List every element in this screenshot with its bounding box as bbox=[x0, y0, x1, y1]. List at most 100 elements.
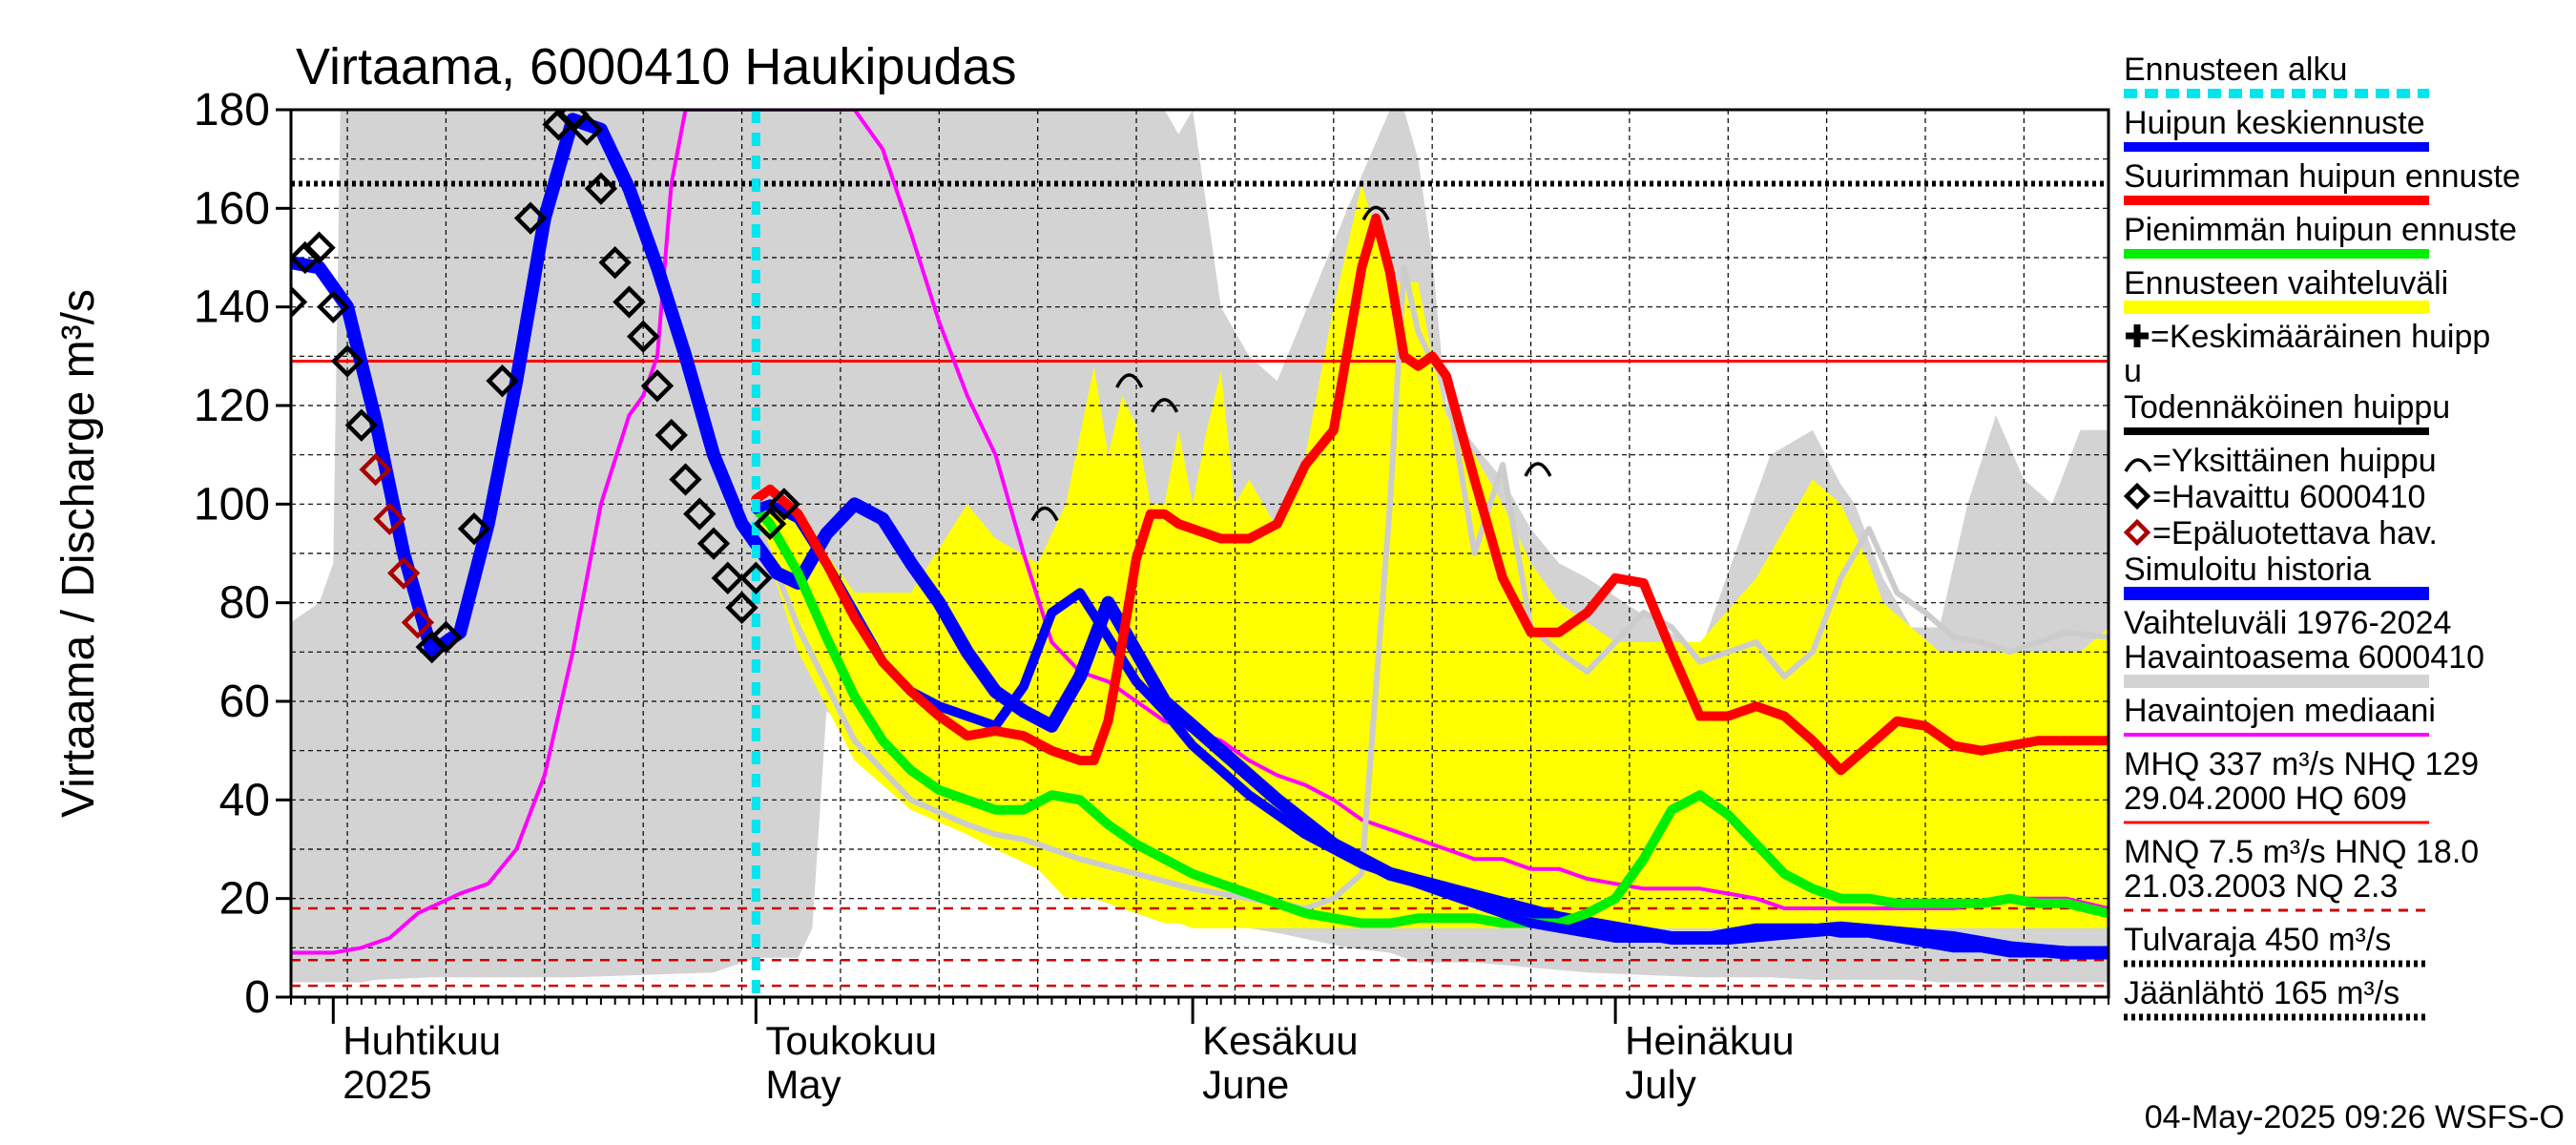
series-line bbox=[751, 504, 2109, 928]
legend-item: Jäänlähtö 165 m³/s bbox=[2124, 975, 2429, 1021]
chart-title: Virtaama, 6000410 Haukipudas bbox=[296, 38, 1017, 95]
legend-item: =Yksittäinen huippu bbox=[2124, 443, 2437, 479]
series-line bbox=[753, 264, 2109, 911]
legend-label: MNQ 7.5 m³/s HNQ 18.0 bbox=[2124, 834, 2479, 870]
month-sublabel: 2025 bbox=[343, 1062, 431, 1107]
y-tick-label: 140 bbox=[194, 282, 270, 333]
legend-item: MNQ 7.5 m³/s HNQ 18.021.03.2003 NQ 2.3 bbox=[2124, 834, 2479, 912]
y-tick-label: 120 bbox=[194, 381, 270, 431]
observed-point bbox=[613, 285, 646, 319]
observed-point bbox=[486, 364, 519, 398]
y-axis-label: Virtaama / Discharge m³/s bbox=[53, 289, 104, 818]
plot-frame bbox=[289, 108, 2110, 999]
observed-point bbox=[753, 507, 787, 541]
unreliable-point bbox=[359, 452, 392, 487]
observed-point bbox=[696, 527, 731, 560]
plot-area bbox=[289, 108, 2110, 999]
individual-peak-marker bbox=[1524, 462, 1552, 477]
legend-symbol bbox=[2126, 324, 2149, 347]
observed-point bbox=[654, 418, 688, 452]
month-sublabel: May bbox=[765, 1062, 841, 1107]
unreliable-point bbox=[373, 502, 406, 536]
legend-item: Ennusteen vaihteluväli bbox=[2124, 265, 2448, 314]
legend-item: Simuloitu historia bbox=[2124, 552, 2429, 600]
y-tick-label: 80 bbox=[219, 578, 270, 629]
observed-point bbox=[598, 245, 632, 280]
month-label: Toukokuu bbox=[765, 1018, 937, 1063]
legend-label: Vaihteluväli 1976-2024 bbox=[2124, 605, 2451, 641]
y-tick-label: 180 bbox=[194, 85, 270, 135]
observed-point bbox=[457, 511, 491, 546]
legend-label: Jäänlähtö 165 m³/s bbox=[2124, 975, 2399, 1011]
month-sublabel: June bbox=[1202, 1062, 1289, 1107]
legend-label: Havaintojen mediaani bbox=[2124, 693, 2436, 729]
unreliable-point bbox=[386, 556, 421, 590]
y-tick-label: 0 bbox=[244, 972, 270, 1023]
timestamp: 04-May-2025 09:26 WSFS-O bbox=[2145, 1099, 2565, 1135]
observed-point bbox=[683, 497, 717, 531]
observed-point bbox=[302, 231, 336, 264]
legend-item: =Havaittu 6000410 bbox=[2123, 479, 2425, 515]
legend-label: Pienimmän huipun ennuste bbox=[2124, 212, 2517, 248]
legend-item: Suurimman huipun ennuste bbox=[2124, 158, 2521, 205]
series-line bbox=[751, 499, 2109, 958]
observed-point bbox=[344, 408, 379, 442]
legend-label: =Keskimääräinen huipp bbox=[2150, 319, 2490, 355]
observed-point bbox=[767, 488, 801, 521]
legend-label: Ennusteen alku bbox=[2124, 52, 2347, 88]
individual-peak-marker bbox=[1030, 506, 1059, 522]
unreliable-point bbox=[401, 606, 435, 639]
forecast-range-area bbox=[756, 183, 2109, 928]
y-tick-label: 60 bbox=[219, 677, 270, 727]
observed-point bbox=[669, 463, 702, 496]
observed-point bbox=[725, 591, 758, 625]
month-label: Heinäkuu bbox=[1625, 1018, 1794, 1063]
month-sublabel: July bbox=[1625, 1062, 1696, 1107]
y-tick-label: 100 bbox=[194, 479, 270, 530]
series-line bbox=[751, 213, 2109, 776]
observed-point bbox=[330, 344, 364, 378]
legend-label: Huipun keskiennuste bbox=[2124, 105, 2425, 141]
observed-point bbox=[739, 561, 773, 595]
observed-point bbox=[711, 561, 744, 595]
legend-label: Havaintoasema 6000410 bbox=[2124, 639, 2484, 676]
y-tick-label: 40 bbox=[219, 775, 270, 825]
legend-label: MHQ 337 m³/s NHQ 129 bbox=[2124, 746, 2479, 782]
legend-item: Vaihteluväli 1976-2024 Havaintoasema 600… bbox=[2124, 605, 2484, 688]
individual-peak-marker bbox=[1361, 205, 1390, 221]
legend-label: Suurimman huipun ennuste bbox=[2124, 158, 2521, 195]
observed-point bbox=[291, 285, 308, 319]
y-tick-label: 160 bbox=[194, 183, 270, 234]
legend-label: Ennusteen vaihteluväli bbox=[2124, 265, 2448, 302]
observed-point bbox=[513, 201, 548, 235]
month-label: Kesäkuu bbox=[1202, 1018, 1358, 1063]
legend: Ennusteen alku Huipun keskiennuste Suurimm… bbox=[2123, 52, 2521, 1021]
observed-point bbox=[429, 620, 463, 655]
month-label: Huhtikuu bbox=[343, 1018, 501, 1063]
legend-label: =Havaittu 6000410 bbox=[2152, 479, 2425, 515]
legend-label: =Epäluotettava hav. bbox=[2152, 515, 2438, 552]
legend-label: =Yksittäinen huippu bbox=[2152, 443, 2437, 479]
legend-item: Huipun keskiennuste bbox=[2124, 105, 2429, 152]
observed-point bbox=[570, 113, 604, 146]
legend-item: =Keskimääräinen huippu bbox=[2124, 319, 2490, 389]
observed-point bbox=[584, 172, 618, 205]
legend-symbol bbox=[2123, 482, 2151, 510]
legend-item: Tulvaraja 450 m³/s bbox=[2124, 922, 2429, 968]
legend-item: Ennusteen alku bbox=[2124, 52, 2429, 98]
legend-symbol bbox=[2124, 458, 2152, 472]
observed-point bbox=[640, 369, 675, 403]
legend-label: u bbox=[2124, 353, 2142, 389]
legend-item: Todennäköinen huippu bbox=[2124, 389, 2450, 435]
legend-item: Pienimmän huipun ennuste bbox=[2124, 212, 2517, 259]
legend-label: Tulvaraja 450 m³/s bbox=[2124, 922, 2391, 958]
observed-point bbox=[317, 290, 350, 323]
observed-point bbox=[627, 320, 660, 353]
y-tick-label: 20 bbox=[219, 874, 270, 925]
individual-peak-marker bbox=[1115, 373, 1144, 388]
legend-item: Havaintojen mediaani bbox=[2124, 693, 2436, 737]
individual-peak-marker bbox=[1151, 398, 1179, 413]
legend-label: 21.03.2003 NQ 2.3 bbox=[2124, 868, 2398, 905]
